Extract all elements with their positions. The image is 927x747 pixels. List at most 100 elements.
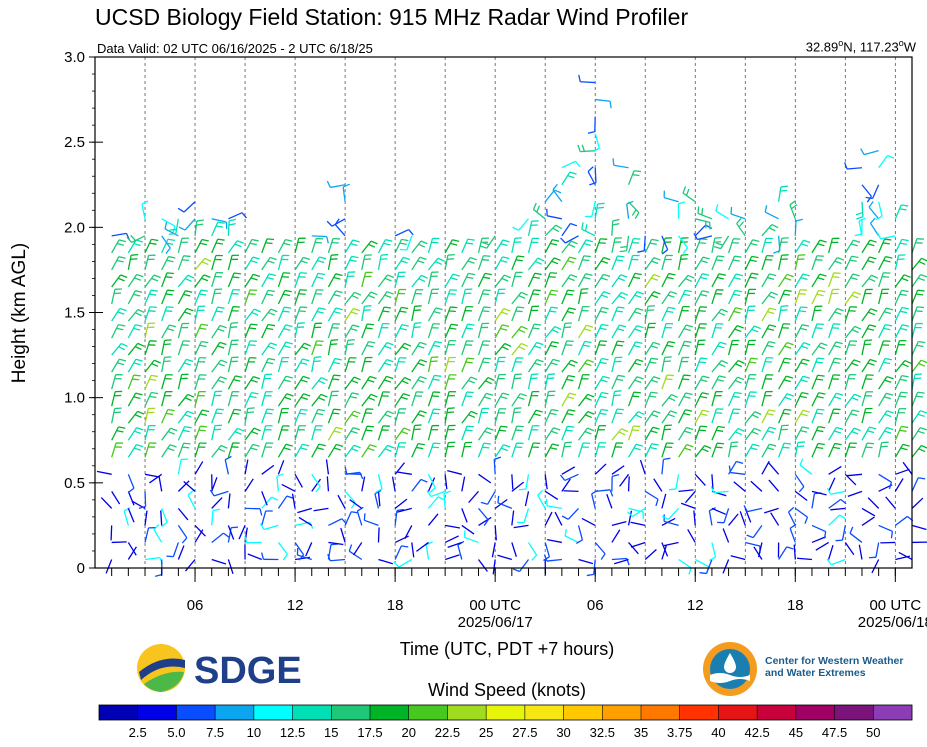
wind-barb: [377, 491, 381, 507]
wind-barb-stroke: [730, 555, 746, 561]
wind-barb-stroke: [485, 380, 492, 385]
colorbar-swatch: [795, 705, 835, 720]
wind-barb: [861, 239, 877, 254]
wind-barb-stroke: [411, 274, 422, 288]
wind-barb: [711, 308, 728, 322]
wind-barb-stroke: [869, 239, 877, 243]
wind-barb: [244, 407, 255, 424]
wind-barb: [411, 341, 427, 356]
wind-barb-stroke: [687, 529, 696, 543]
wind-barb-stroke: [811, 323, 818, 339]
wind-barb-stroke: [377, 425, 384, 441]
wind-barb-stroke: [617, 277, 625, 282]
wind-barb-stroke: [457, 544, 463, 560]
wind-barb-stroke: [583, 328, 592, 332]
wind-barb-stroke: [244, 357, 251, 373]
wind-barb-stroke: [370, 291, 378, 296]
wind-barb-stroke: [368, 243, 376, 248]
wind-barb-stroke: [744, 256, 753, 271]
wind-barb-stroke: [497, 554, 513, 561]
wind-barb-stroke: [161, 235, 171, 249]
wind-barb: [878, 255, 893, 271]
wind-barb: [328, 541, 344, 546]
wind-barb-stroke: [816, 293, 824, 297]
wind-barb-stroke: [411, 323, 416, 339]
wind-barb-stroke: [801, 345, 809, 350]
wind-barb-stroke: [261, 342, 271, 356]
wind-barb-stroke: [678, 201, 686, 205]
wind-barb-stroke: [461, 476, 466, 492]
wind-barb-stroke: [661, 323, 667, 339]
wind-barb-stroke: [587, 130, 595, 134]
wind-barb-stroke: [694, 340, 700, 356]
wind-barb-stroke: [578, 427, 588, 441]
wind-barb: [153, 524, 163, 543]
wind-barb-stroke: [444, 273, 454, 288]
wind-barb-stroke: [384, 277, 392, 282]
wind-barb: [377, 238, 393, 254]
wind-barb: [894, 324, 910, 339]
wind-barb: [552, 183, 563, 203]
x-tick-label: 12: [687, 597, 704, 614]
wind-barb-stroke: [661, 249, 669, 255]
wind-barb: [311, 408, 325, 424]
wind-barb: [511, 510, 515, 526]
wind-barb-stroke: [394, 256, 404, 271]
wind-barb-stroke: [377, 323, 384, 339]
wind-barb-stroke: [484, 430, 492, 435]
wind-barb-stroke: [618, 431, 626, 436]
wind-barb-stroke: [419, 359, 428, 363]
wind-barb: [477, 392, 494, 407]
colorbar-swatch: [253, 705, 293, 720]
wind-barb-stroke: [677, 341, 686, 356]
wind-barb-stroke: [334, 224, 346, 237]
wind-barb-stroke: [851, 396, 859, 401]
wind-barb: [594, 238, 608, 254]
wind-barb: [194, 442, 207, 458]
wind-barb-stroke: [602, 375, 610, 379]
wind-barb: [687, 529, 696, 543]
wind-barb: [377, 291, 394, 305]
wind-barb-stroke: [527, 221, 533, 236]
wind-barb-stroke: [883, 327, 891, 331]
wind-barb-stroke: [734, 255, 742, 258]
wind-barb: [663, 541, 679, 547]
wind-barb-stroke: [326, 236, 329, 244]
wind-barb: [411, 288, 424, 305]
wind-barb: [211, 221, 225, 237]
colorbar-swatch: [486, 705, 526, 720]
wind-barb-stroke: [417, 442, 426, 446]
wind-barb-stroke: [769, 307, 777, 311]
wind-barb-stroke: [333, 430, 341, 434]
wind-barb: [727, 441, 739, 458]
wind-barb-stroke: [203, 274, 211, 278]
wind-barb-stroke: [849, 532, 863, 543]
wind-barb-stroke: [217, 238, 225, 241]
wind-barb-stroke: [261, 238, 268, 254]
wind-barb-stroke: [844, 325, 856, 339]
wind-barb: [494, 308, 511, 322]
wind-barb-stroke: [194, 391, 200, 407]
wind-barb: [194, 340, 209, 356]
wind-barb-stroke: [244, 308, 255, 322]
wind-barb: [661, 290, 678, 305]
wind-barb-stroke: [144, 255, 150, 271]
wind-barb-stroke: [700, 293, 708, 297]
wind-barb-stroke: [644, 257, 655, 271]
wind-barb-stroke: [316, 276, 324, 279]
wind-barb-stroke: [626, 511, 634, 517]
wind-barb-stroke: [401, 324, 409, 327]
wind-barb-stroke: [420, 240, 428, 245]
wind-barb-stroke: [811, 536, 827, 544]
wind-barb: [311, 376, 328, 390]
wind-barb: [678, 558, 692, 575]
wind-barb-stroke: [513, 524, 529, 529]
wind-barb-stroke: [534, 323, 542, 326]
wind-barb-stroke: [277, 341, 287, 356]
wind-barb-stroke: [138, 505, 146, 510]
wind-barb-stroke: [921, 444, 927, 449]
wind-barb-stroke: [238, 525, 246, 540]
longitude-value: 117.23: [859, 39, 899, 55]
wind-barb-stroke: [136, 427, 144, 431]
wind-barb: [811, 408, 825, 424]
